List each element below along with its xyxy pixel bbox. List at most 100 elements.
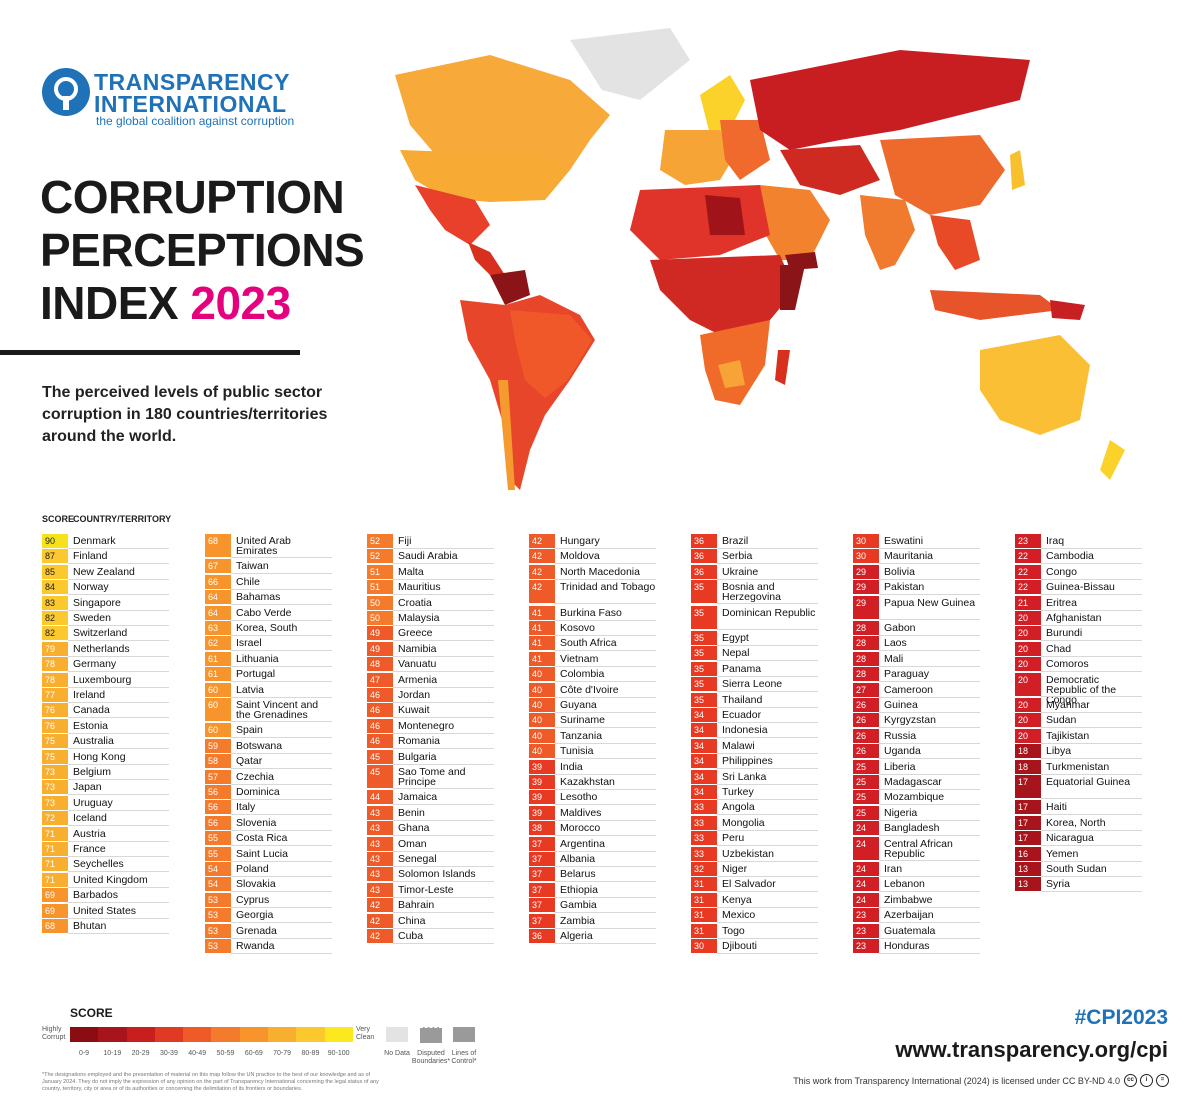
- score-cell: 35: [691, 580, 717, 604]
- score-cell: 41: [529, 651, 555, 666]
- country-cell: Tajikistan: [1046, 729, 1090, 742]
- country-cell: Maldives: [560, 806, 602, 819]
- score-cell: 42: [529, 564, 555, 579]
- row-divider: [68, 871, 169, 873]
- score-cell: 28: [853, 667, 879, 682]
- map-madagascar: [775, 350, 790, 385]
- row-divider: [717, 603, 818, 605]
- score-cell: 45: [367, 749, 393, 764]
- country-cell: Dominican Republic: [722, 606, 816, 619]
- country-cell: Cambodia: [1046, 550, 1094, 563]
- country-cell: India: [560, 760, 583, 773]
- score-cell: 34: [691, 738, 717, 753]
- score-cell: 58: [205, 754, 231, 769]
- score-cell: 71: [42, 857, 68, 872]
- country-cell: Botswana: [236, 739, 283, 752]
- score-cell: 90: [42, 534, 68, 548]
- row-divider: [717, 578, 818, 580]
- score-cell: 37: [529, 836, 555, 851]
- row-divider: [68, 917, 169, 919]
- score-cell: 20: [1015, 657, 1041, 672]
- country-cell: Morocco: [560, 822, 601, 835]
- score-cell: 60: [205, 682, 231, 697]
- score-cell: 59: [205, 738, 231, 753]
- website-link[interactable]: www.transparency.org/cpi: [895, 1037, 1168, 1062]
- score-cell: 37: [529, 852, 555, 866]
- row-divider: [231, 681, 332, 683]
- score-cell: 21: [1015, 595, 1041, 610]
- score-cell: 83: [42, 595, 68, 610]
- score-cell: 55: [205, 831, 231, 846]
- country-cell: Russia: [884, 729, 917, 742]
- country-cell: Malawi: [722, 739, 755, 752]
- score-cell: 60: [205, 698, 231, 721]
- legend-tick: 20-29: [131, 1050, 150, 1057]
- score-cell: 24: [853, 821, 879, 836]
- logo-line1: TRANSPARENCY: [94, 69, 290, 95]
- country-cell: Brazil: [722, 535, 749, 547]
- country-cell: Montenegro: [398, 719, 455, 732]
- score-cell: 43: [367, 805, 393, 820]
- country-cell: Czechia: [236, 770, 274, 783]
- country-cell: Italy: [236, 801, 256, 814]
- country-cell: Indonesia: [722, 724, 768, 737]
- score-cell: 64: [205, 605, 231, 620]
- score-cell: 43: [367, 836, 393, 851]
- row-divider: [555, 912, 656, 914]
- row-divider: [879, 859, 980, 861]
- row-divider: [555, 943, 656, 944]
- country-cell: Germany: [73, 658, 117, 671]
- country-cell: Uruguay: [73, 796, 113, 809]
- map-png: [1050, 300, 1085, 320]
- title-line1: CORRUPTION: [40, 171, 345, 223]
- row-divider: [393, 732, 494, 734]
- score-cell: 56: [205, 800, 231, 815]
- score-cell: 72: [42, 811, 68, 826]
- country-cell: Sweden: [73, 612, 111, 624]
- row-divider: [68, 763, 169, 765]
- world-map: [395, 28, 1125, 490]
- row-divider: [555, 635, 656, 636]
- score-cell: 42: [367, 913, 393, 928]
- legend-tick: 80-89: [301, 1050, 320, 1057]
- row-divider: [231, 814, 332, 816]
- country-cell: Qatar: [236, 755, 263, 768]
- score-cell: 36: [691, 564, 717, 579]
- map-botswana: [718, 360, 745, 388]
- score-cell: 20: [1015, 713, 1041, 728]
- row-divider: [68, 686, 169, 688]
- row-divider: [555, 881, 656, 883]
- score-cell: 75: [42, 749, 68, 764]
- legend-swatch: [211, 1027, 240, 1042]
- country-cell: Trinidad and Tobago: [560, 581, 656, 594]
- country-cell: Iraq: [1046, 535, 1065, 547]
- country-cell: Tanzania: [560, 729, 603, 742]
- row-divider: [879, 758, 980, 760]
- row-divider: [393, 881, 494, 883]
- row-divider: [68, 671, 169, 673]
- row-divider: [393, 804, 494, 806]
- country-cell: Bahrain: [398, 899, 435, 912]
- row-divider: [231, 650, 332, 652]
- score-cell: 27: [853, 682, 879, 697]
- country-cell: Barbados: [73, 889, 118, 902]
- country-cell: Serbia: [722, 550, 753, 563]
- map-indonesia: [930, 290, 1060, 320]
- map-india: [860, 195, 915, 270]
- country-cell: Australia: [73, 735, 114, 748]
- score-cell: 40: [529, 713, 555, 728]
- country-cell: Kazakhstan: [560, 776, 615, 788]
- score-cell: 23: [853, 923, 879, 938]
- row-divider: [68, 625, 169, 626]
- score-cell: 30: [853, 534, 879, 548]
- country-cell: Uzbekistan: [722, 847, 774, 860]
- row-divider: [231, 752, 332, 754]
- country-cell: Côte d'Ivoire: [560, 683, 619, 696]
- score-cell: 43: [367, 852, 393, 866]
- row-divider: [717, 660, 818, 662]
- country-cell: Mexico: [722, 909, 756, 922]
- score-cell: 76: [42, 703, 68, 718]
- score-cell: 53: [205, 892, 231, 907]
- country-cell: United States: [73, 904, 137, 917]
- score-cell: 51: [367, 564, 393, 579]
